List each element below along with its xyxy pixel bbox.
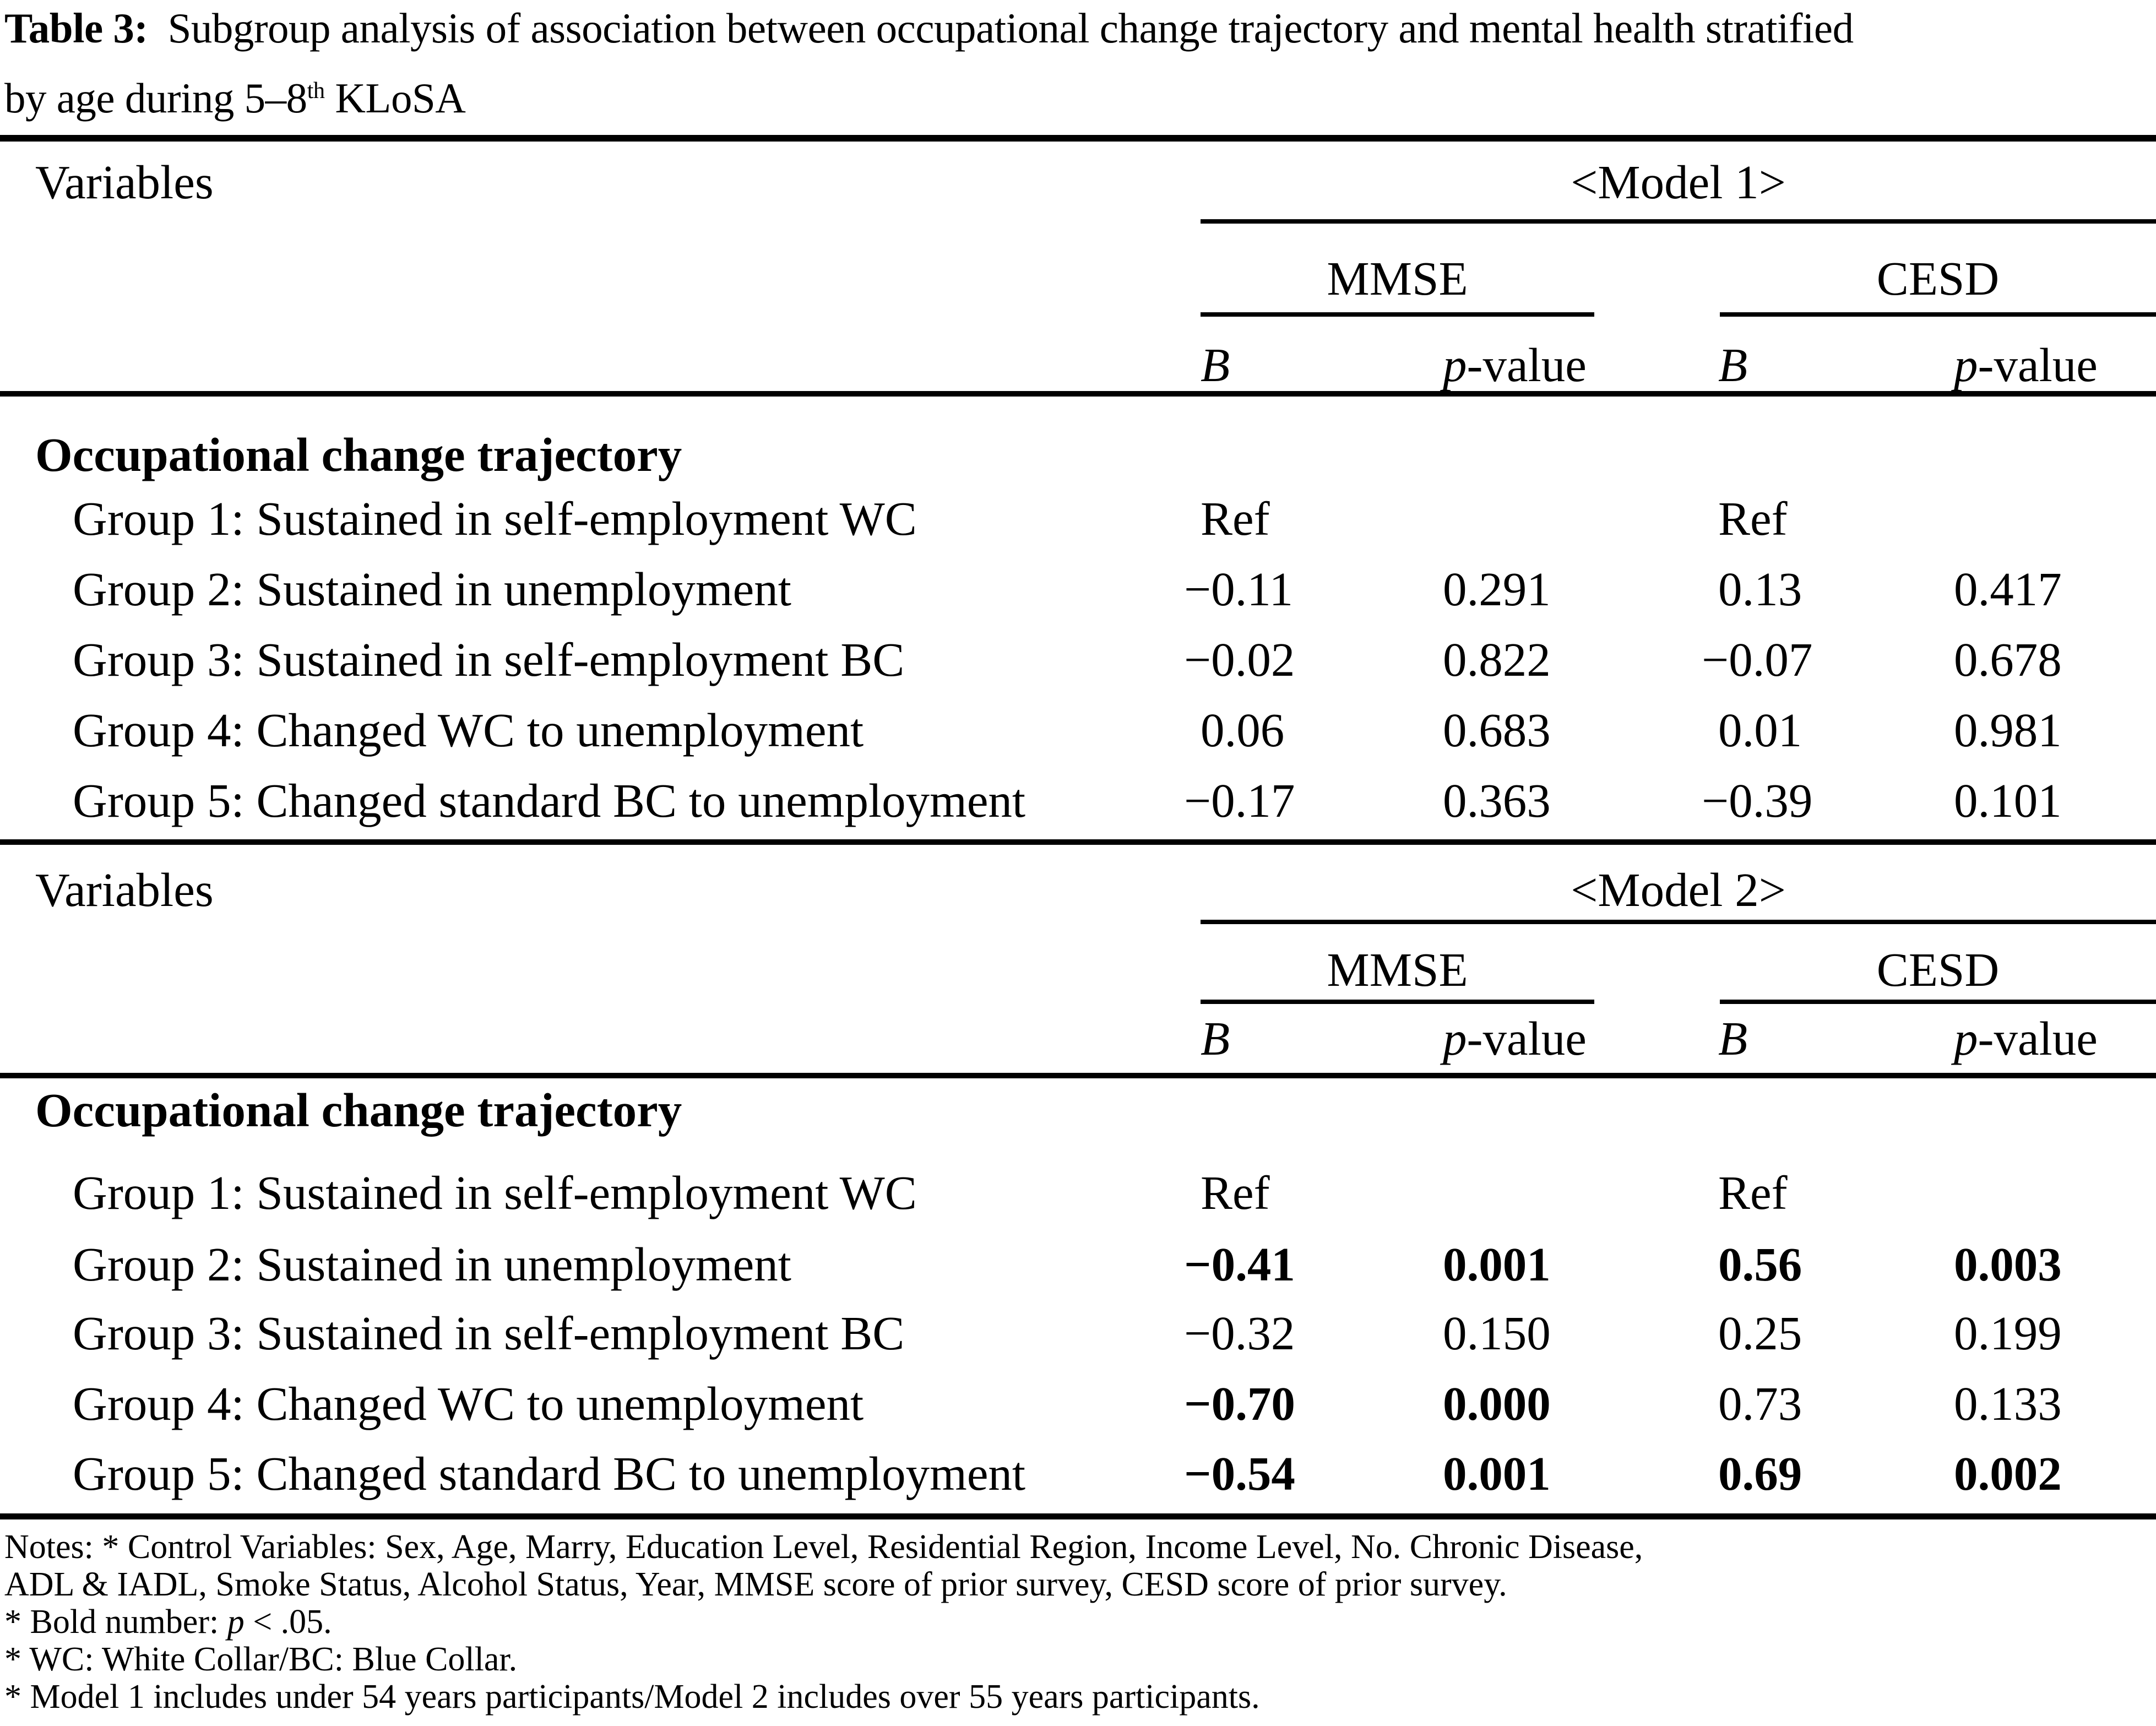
cesd-1-underline — [1720, 312, 2156, 317]
note-line-2: ADL & IADL, Smoke Status, Alcohol Status… — [4, 1566, 1507, 1603]
row-label: Group 4: Changed WC to unemployment — [73, 1377, 864, 1430]
cell-mmse-b: −0.41 — [1184, 1237, 1295, 1291]
row-label: Group 2: Sustained in unemployment — [73, 562, 791, 616]
cell-mmse-b: −0.11 — [1184, 562, 1294, 616]
table-title-text-3: KLoSA — [324, 74, 466, 122]
row-label: Group 5: Changed standard BC to unemploy… — [73, 774, 1026, 827]
cell-cesd-b: 0.25 — [1718, 1306, 1802, 1360]
b-header-1-cesd: B — [1718, 338, 1748, 392]
cell-cesd-b: 0.01 — [1718, 703, 1802, 757]
model-1-header: <Model 1> — [1571, 155, 1786, 209]
cell-cesd-b: 0.13 — [1718, 562, 1802, 616]
cesd-header-2: CESD — [1876, 943, 2000, 996]
p-italic: p — [1443, 338, 1467, 392]
table-top-rule — [0, 135, 2156, 142]
variables-header-1: Variables — [35, 155, 214, 209]
mmse-header-2: MMSE — [1327, 943, 1468, 996]
p-value-header-1-cesd: p-value — [1954, 341, 2098, 389]
p-italic: p — [1954, 1012, 1978, 1065]
cell-mmse-p: 0.683 — [1443, 703, 1551, 757]
note-line-3: * Bold number: p < .05. — [4, 1605, 332, 1639]
row-label: Group 5: Changed standard BC to unemploy… — [73, 1447, 1026, 1500]
note-3-pre: * Bold number: — [4, 1603, 227, 1641]
table-number-label: Table 3: — [4, 4, 148, 52]
b-header-1-mmse: B — [1201, 338, 1230, 392]
p-value-header-2-mmse: p-value — [1443, 1014, 1587, 1062]
cell-mmse-p: 0.363 — [1443, 774, 1551, 827]
cell-cesd-p: 0.003 — [1954, 1237, 2062, 1291]
cell-mmse-p: 0.000 — [1443, 1377, 1551, 1430]
cell-cesd-b: −0.07 — [1702, 633, 1813, 686]
section-divider-rule — [0, 839, 2156, 845]
cell-cesd-b: 0.69 — [1718, 1447, 1802, 1500]
cell-mmse-p: 0.001 — [1443, 1447, 1551, 1500]
cell-cesd-b: Ref — [1718, 1166, 1788, 1219]
table-title-line-2: by age during 5–8th KLoSA — [4, 74, 466, 126]
variables-header-2: Variables — [35, 863, 214, 916]
model-2-spanner-rule — [1201, 920, 2156, 924]
mmse-1-underline — [1201, 312, 1594, 317]
cell-mmse-b: −0.02 — [1184, 633, 1295, 686]
note-line-1: Notes: * Control Variables: Sex, Age, Ma… — [4, 1528, 1643, 1566]
cesd-header-1: CESD — [1876, 252, 2000, 305]
p-rest: -value — [1467, 1012, 1587, 1065]
mmse-header-1: MMSE — [1327, 252, 1468, 305]
note-3-p-italic: p — [227, 1603, 245, 1641]
cell-mmse-b: Ref — [1201, 1166, 1270, 1219]
cell-mmse-b: −0.32 — [1184, 1306, 1295, 1360]
cell-cesd-p: 0.981 — [1954, 703, 2062, 757]
cell-cesd-p: 0.101 — [1954, 774, 2062, 827]
row-label: Group 3: Sustained in self-employment BC — [73, 1306, 905, 1360]
group-header-2: Occupational change trajectory — [35, 1083, 682, 1137]
table-title-line-1: Table 3: Subgroup analysis of association… — [4, 7, 1854, 50]
p-value-header-2-cesd: p-value — [1954, 1014, 2098, 1062]
mmse-2-underline — [1201, 1000, 1594, 1004]
cell-mmse-p: 0.001 — [1443, 1237, 1551, 1291]
cell-mmse-p: 0.822 — [1443, 633, 1551, 686]
p-value-header-1-mmse: p-value — [1443, 341, 1587, 389]
cell-cesd-p: 0.002 — [1954, 1447, 2062, 1500]
row-label: Group 4: Changed WC to unemployment — [73, 703, 864, 757]
row-label: Group 1: Sustained in self-employment WC — [73, 492, 917, 545]
header-1-bottom-rule — [0, 391, 2156, 397]
table-title-text: Subgroup analysis of association between… — [167, 4, 1854, 52]
cell-mmse-b: −0.54 — [1184, 1447, 1295, 1500]
cell-cesd-p: 0.678 — [1954, 633, 2062, 686]
p-rest: -value — [1978, 338, 2098, 392]
cell-mmse-b: −0.70 — [1184, 1377, 1295, 1430]
header-2-bottom-rule — [0, 1073, 2156, 1078]
note-3-post: < .05. — [244, 1603, 332, 1641]
cell-cesd-p: 0.133 — [1954, 1377, 2062, 1430]
note-line-4: * WC: White Collar/BC: Blue Collar. — [4, 1641, 518, 1678]
p-italic: p — [1954, 338, 1978, 392]
cell-cesd-b: 0.56 — [1718, 1237, 1802, 1291]
p-rest: -value — [1467, 338, 1587, 392]
row-label: Group 1: Sustained in self-employment WC — [73, 1166, 917, 1219]
row-label: Group 2: Sustained in unemployment — [73, 1237, 791, 1291]
b-header-2-mmse: B — [1201, 1012, 1230, 1065]
table-bottom-rule — [0, 1513, 2156, 1519]
cell-cesd-b: Ref — [1718, 492, 1788, 545]
b-header-2-cesd: B — [1718, 1012, 1748, 1065]
cesd-2-underline — [1720, 1000, 2156, 1004]
note-line-5: * Model 1 includes under 54 years partic… — [4, 1678, 1260, 1716]
cell-mmse-p: 0.150 — [1443, 1306, 1551, 1360]
cell-mmse-p: 0.291 — [1443, 562, 1551, 616]
model-1-spanner-rule — [1201, 219, 2156, 224]
table-title-text-2: by age during 5–8 — [4, 74, 307, 122]
cell-cesd-p: 0.417 — [1954, 562, 2062, 616]
cell-cesd-b: 0.73 — [1718, 1377, 1802, 1430]
group-header-1: Occupational change trajectory — [35, 428, 682, 481]
cell-mmse-b: Ref — [1201, 492, 1270, 545]
p-italic: p — [1443, 1012, 1467, 1065]
cell-cesd-p: 0.199 — [1954, 1306, 2062, 1360]
p-rest: -value — [1978, 1012, 2098, 1065]
cell-mmse-b: −0.17 — [1184, 774, 1295, 827]
model-2-header: <Model 2> — [1571, 863, 1786, 916]
cell-cesd-b: −0.39 — [1702, 774, 1813, 827]
ordinal-superscript: th — [307, 77, 325, 104]
cell-mmse-b: 0.06 — [1201, 703, 1285, 757]
row-label: Group 3: Sustained in self-employment BC — [73, 633, 905, 686]
